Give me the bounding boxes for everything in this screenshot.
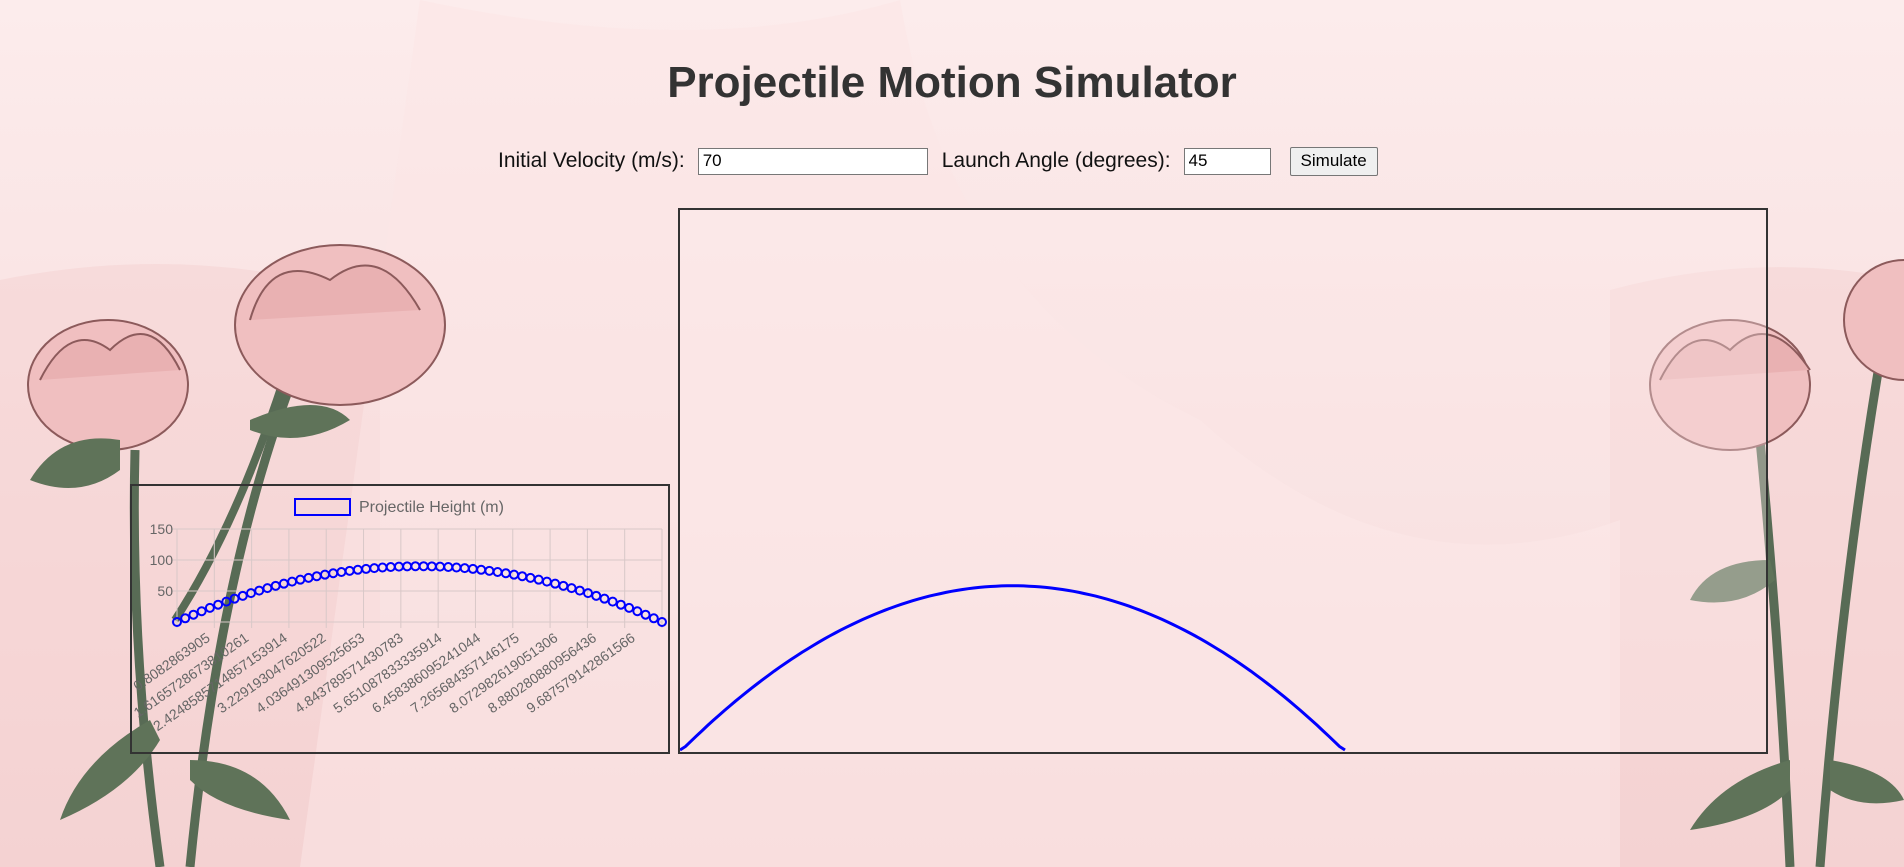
height-data-point (607, 596, 618, 607)
height-data-point (435, 561, 446, 572)
height-data-point (213, 599, 224, 610)
right-flower-icon (1649, 259, 1904, 867)
height-data-point (459, 563, 470, 574)
height-chart: Projectile Height (m) 150 100 50 0.8082863… (130, 484, 670, 754)
angle-label: Launch Angle (degrees): (941, 149, 1171, 172)
height-data-point (426, 561, 437, 572)
height-data-point (451, 562, 462, 573)
height-data-point (418, 561, 429, 572)
velocity-label: Initial Velocity (m/s): (498, 149, 685, 172)
height-data-point (492, 566, 503, 577)
y-tick-label: 50 (157, 583, 173, 599)
height-data-point (632, 606, 643, 617)
height-data-point (410, 561, 421, 572)
height-data-point (558, 580, 569, 591)
height-data-point (385, 561, 396, 572)
height-data-point (270, 580, 281, 591)
height-data-point (402, 561, 413, 572)
height-data-point (172, 617, 182, 627)
height-data-point (657, 617, 667, 627)
height-data-point (591, 590, 602, 601)
height-data-point (525, 572, 536, 583)
height-data-point (311, 571, 322, 582)
height-data-point (369, 563, 380, 574)
height-data-point (303, 572, 314, 583)
height-data-point (336, 566, 347, 577)
height-data-point (550, 578, 561, 589)
height-data-point (295, 574, 306, 585)
trajectory-line (679, 584, 1346, 752)
height-data-point (599, 593, 610, 604)
trajectory-svg (679, 584, 1346, 752)
height-data-point (204, 602, 215, 613)
height-data-point (500, 568, 511, 579)
height-data-point (377, 562, 388, 573)
height-data-point (624, 602, 635, 613)
y-tick-label: 150 (150, 521, 174, 537)
height-data-point (245, 588, 256, 599)
legend-swatch (294, 498, 351, 516)
angle-input[interactable] (1183, 147, 1271, 175)
height-data-point (583, 588, 594, 599)
velocity-input[interactable] (697, 147, 928, 175)
height-data-point (533, 574, 544, 585)
legend-label: Projectile Height (m) (359, 499, 504, 516)
simulate-button[interactable]: Simulate (1289, 146, 1378, 176)
left-flower-icon (27, 244, 446, 867)
height-data-point (517, 571, 528, 582)
height-data-point (352, 564, 363, 575)
simulation-controls: Initial Velocity (m/s): Launch Angle (de… (498, 146, 1378, 176)
height-data-point (188, 609, 199, 620)
height-data-point (344, 565, 355, 576)
height-data-point (278, 578, 289, 589)
height-data-point (443, 561, 454, 572)
page-title: Projectile Motion Simulator (667, 58, 1237, 107)
height-data-point (328, 568, 339, 579)
height-data-point (237, 590, 248, 601)
height-data-point (229, 593, 240, 604)
trajectory-canvas (678, 208, 1768, 754)
height-data-point (180, 613, 191, 624)
height-data-point (196, 606, 207, 617)
height-data-point (640, 609, 651, 620)
height-data-point (319, 569, 330, 580)
height-data-point (221, 596, 232, 607)
height-data-point (509, 569, 520, 580)
y-tick-label: 100 (150, 552, 174, 568)
height-data-point (648, 613, 659, 624)
height-data-point (476, 564, 487, 575)
height-data-point (484, 565, 495, 576)
height-data-point (393, 561, 404, 572)
height-data-point (615, 599, 626, 610)
